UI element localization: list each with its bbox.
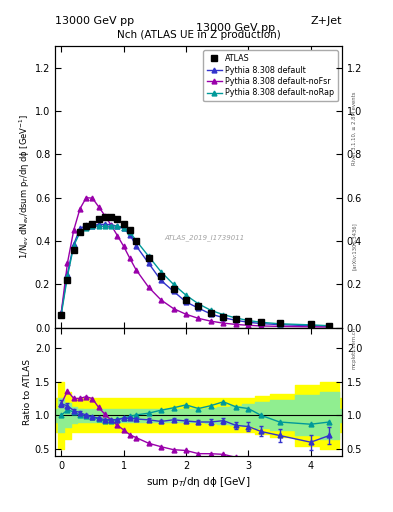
Y-axis label: 1/N$_{ev}$ dN$_{ev}$/dsum p$_{T}$/dη dϕ [GeV$^{-1}$]: 1/N$_{ev}$ dN$_{ev}$/dsum p$_{T}$/dη dϕ … [18,114,32,260]
Text: Nch (ATLAS UE in Z production): Nch (ATLAS UE in Z production) [117,30,280,40]
Text: mcplots.cern.ch: mcplots.cern.ch [352,327,357,369]
Text: Z+Jet: Z+Jet [310,16,342,26]
Legend: ATLAS, Pythia 8.308 default, Pythia 8.308 default-noFsr, Pythia 8.308 default-no: ATLAS, Pythia 8.308 default, Pythia 8.30… [203,50,338,101]
Text: Rivet 3.1.10, ≥ 2.8M events: Rivet 3.1.10, ≥ 2.8M events [352,91,357,165]
Text: [arXiv:1306.3436]: [arXiv:1306.3436] [352,222,357,270]
Text: 13000 GeV pp: 13000 GeV pp [55,16,134,26]
Text: ATLAS_2019_I1739011: ATLAS_2019_I1739011 [164,234,244,241]
X-axis label: sum p$_{T}$/dη dϕ [GeV]: sum p$_{T}$/dη dϕ [GeV] [146,475,251,489]
Text: 13000 GeV pp: 13000 GeV pp [196,23,275,33]
Y-axis label: Ratio to ATLAS: Ratio to ATLAS [23,359,32,424]
